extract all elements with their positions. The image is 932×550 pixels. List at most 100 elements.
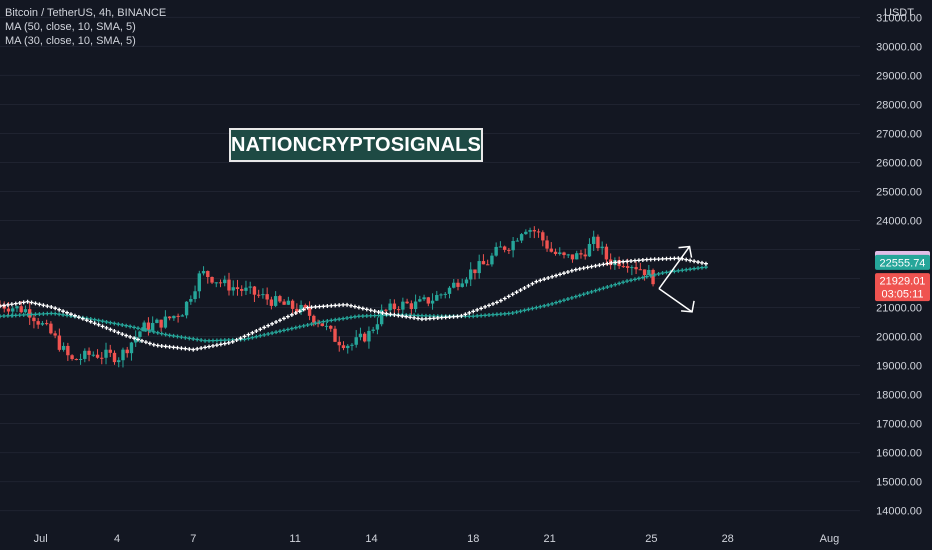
- candle-body: [439, 294, 443, 296]
- ma-50-marker: [554, 273, 559, 278]
- ma-50-marker: [510, 292, 515, 297]
- ma-30-marker: [329, 318, 334, 323]
- ma-30-marker: [565, 297, 570, 302]
- ma-30-marker: [108, 320, 113, 325]
- ma-30-marker: [467, 314, 472, 319]
- chart-legend: Bitcoin / TetherUS, 4h, BINANCE MA (50, …: [5, 6, 166, 48]
- candle-body: [184, 301, 189, 316]
- ma-50-marker: [29, 300, 34, 305]
- ma-50-marker: [21, 300, 26, 305]
- candle-body: [134, 336, 138, 343]
- ma-30-marker: [648, 273, 653, 278]
- ma-50-marker: [108, 327, 113, 332]
- price-tick-label: 31000.00: [876, 12, 922, 24]
- candle-body: [596, 236, 600, 249]
- ma-50-marker: [333, 303, 338, 308]
- candle-body: [329, 325, 333, 329]
- ma-30-marker: [538, 304, 543, 309]
- price-tag-background: [875, 254, 930, 270]
- candle-body: [392, 303, 397, 310]
- ma-30-marker: [29, 312, 34, 317]
- ma-50-marker: [396, 313, 401, 318]
- candle-body: [40, 323, 45, 325]
- ma-50-marker: [494, 300, 499, 305]
- ma-30-marker: [317, 320, 322, 325]
- ma-30-marker: [53, 311, 58, 316]
- ma-30-marker: [297, 324, 302, 329]
- candlestick-series: [0, 226, 655, 368]
- candle-body: [0, 304, 2, 306]
- ma-30-marker: [199, 338, 204, 343]
- ma-30-marker: [112, 321, 117, 326]
- ma-30-marker: [25, 312, 30, 317]
- ma-50-marker: [289, 312, 294, 317]
- price-tick-label: 15000.00: [876, 477, 922, 489]
- candle-body: [536, 231, 541, 233]
- candle-body: [409, 303, 414, 309]
- ma-30-marker: [262, 332, 267, 337]
- candle-body: [172, 315, 176, 319]
- candle-body: [401, 301, 405, 310]
- ma-50-marker: [652, 257, 657, 262]
- price-axis-currency: USDT: [884, 7, 914, 19]
- ma-30-marker: [569, 295, 574, 300]
- ma-30-marker: [167, 333, 172, 338]
- ma-30-marker: [285, 327, 290, 332]
- time-tick-label: 11: [289, 533, 300, 545]
- ma-50-marker: [313, 304, 318, 309]
- ma-30-marker: [688, 267, 693, 272]
- candle-body: [341, 345, 346, 349]
- ma-50-marker: [356, 305, 361, 310]
- ma-30-marker: [33, 312, 38, 317]
- ma-50-marker: [668, 256, 673, 261]
- ma-50-marker: [479, 306, 484, 311]
- ma-50-marker: [569, 268, 574, 273]
- ma-50-marker: [423, 316, 428, 321]
- ma-50-marker: [621, 259, 626, 264]
- ma-50-marker: [605, 261, 610, 266]
- candle-body: [129, 342, 134, 354]
- ma-50-marker: [341, 302, 346, 307]
- legend-ma-50[interactable]: MA (50, close, 10, SMA, 5): [5, 21, 136, 33]
- candle-body: [498, 246, 503, 248]
- ma-50-marker: [175, 345, 180, 350]
- candle-body: [320, 323, 324, 327]
- price-axis[interactable]: USDT 31000.00 30000.00 29000.00 28000.00 270…: [876, 7, 922, 518]
- candle-body: [541, 232, 545, 241]
- legend-symbol[interactable]: Bitcoin / TetherUS, 4h, BINANCE: [5, 7, 167, 19]
- candle-body: [240, 289, 244, 291]
- ma-30-marker: [128, 324, 133, 329]
- projection-up-line: [658, 246, 691, 290]
- ma-30-marker: [506, 311, 511, 316]
- candle-body: [570, 254, 575, 260]
- ma-50-marker: [400, 314, 405, 319]
- projection-down-arrowhead: [681, 300, 695, 313]
- ma-50-marker: [25, 299, 30, 304]
- candle-body: [66, 345, 70, 356]
- candle-body: [299, 304, 303, 312]
- ma-30-marker: [337, 317, 342, 322]
- candle-body: [70, 355, 74, 360]
- ma-30-marker: [120, 322, 125, 327]
- candle-body: [362, 333, 367, 342]
- time-axis[interactable]: Jul 4 7 11 14 18 21 25 28 Aug: [34, 533, 840, 545]
- ma-30-marker: [561, 298, 566, 303]
- ma-50-marker: [33, 301, 38, 306]
- ma-50-marker: [613, 260, 618, 265]
- ma-50-marker: [451, 314, 456, 319]
- ma-50-marker: [404, 314, 409, 319]
- ma-30-marker: [21, 312, 26, 317]
- ma-30-marker: [530, 306, 535, 311]
- ma-50-marker: [143, 340, 148, 345]
- ma-30-marker: [92, 317, 97, 322]
- candle-body: [193, 291, 197, 300]
- ma-30-marker: [640, 275, 645, 280]
- ma-30-marker: [266, 331, 271, 336]
- ma-30-marker: [609, 283, 614, 288]
- ma-30-marker: [305, 322, 310, 327]
- ma-50-marker: [68, 312, 73, 317]
- legend-ma-30[interactable]: MA (30, close, 10, SMA, 5): [5, 35, 136, 47]
- ma-50-marker: [585, 265, 590, 270]
- ma-50-marker: [258, 327, 263, 332]
